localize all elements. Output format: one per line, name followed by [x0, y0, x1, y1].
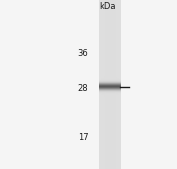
Text: 36: 36	[78, 49, 88, 58]
Text: 17: 17	[78, 133, 88, 142]
Text: kDa: kDa	[99, 2, 116, 11]
Text: 28: 28	[78, 84, 88, 93]
